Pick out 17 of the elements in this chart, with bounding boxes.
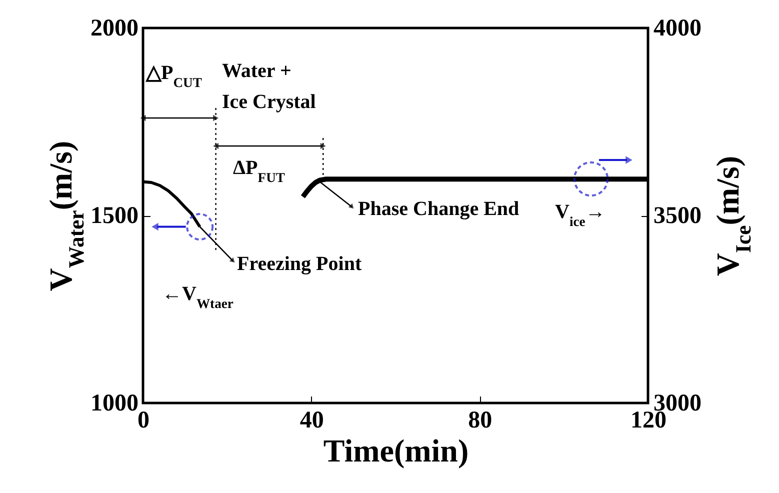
annotation: V$_{ice}$→ — [555, 201, 606, 228]
x-tick-label: 40 — [300, 408, 324, 434]
y-tick-label: 1500 — [90, 203, 138, 229]
annotation: △P$_{CUT}$ — [145, 62, 202, 90]
annotation: Freezing Point — [237, 253, 362, 275]
annotation: Ice Crystal — [222, 91, 316, 113]
y2-tick-label: 3500 — [654, 203, 702, 229]
x-tick-label: 0 — [138, 408, 150, 434]
annotation: Phase Change End — [358, 198, 520, 220]
annotation: Water + — [222, 60, 292, 82]
x-tick-label: 80 — [468, 408, 492, 434]
y-tick-label: 2000 — [90, 16, 138, 42]
y-tick-label: 1000 — [90, 390, 138, 416]
x-axis-title: Time(min) — [323, 432, 469, 468]
annotation: ←V$_{Wtaer}$ — [162, 283, 234, 310]
y2-tick-label: 4000 — [654, 16, 702, 42]
annotation: ΔP$_{FUT}$ — [233, 157, 285, 184]
